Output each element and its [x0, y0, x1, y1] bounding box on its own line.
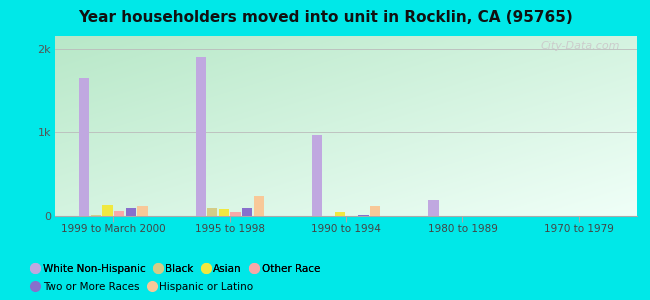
- Bar: [231, 212, 240, 216]
- Bar: [312, 135, 322, 216]
- Bar: [358, 215, 369, 216]
- Text: City-Data.com: City-Data.com: [540, 41, 619, 51]
- Text: Year householders moved into unit in Rocklin, CA (95765): Year householders moved into unit in Roc…: [77, 11, 573, 26]
- Bar: [219, 209, 229, 216]
- Bar: [137, 206, 148, 216]
- Bar: [196, 57, 206, 216]
- Bar: [103, 205, 112, 216]
- Bar: [428, 200, 439, 216]
- Bar: [335, 212, 345, 216]
- Bar: [125, 208, 136, 216]
- Legend: White Non-Hispanic, Black, Asian, Other Race: White Non-Hispanic, Black, Asian, Other …: [31, 264, 320, 274]
- Bar: [254, 196, 264, 216]
- Bar: [91, 215, 101, 216]
- Bar: [370, 206, 380, 216]
- Bar: [242, 208, 252, 216]
- Legend: Two or More Races, Hispanic or Latino: Two or More Races, Hispanic or Latino: [31, 282, 253, 292]
- Bar: [114, 212, 124, 216]
- Bar: [207, 208, 218, 216]
- Bar: [79, 78, 90, 216]
